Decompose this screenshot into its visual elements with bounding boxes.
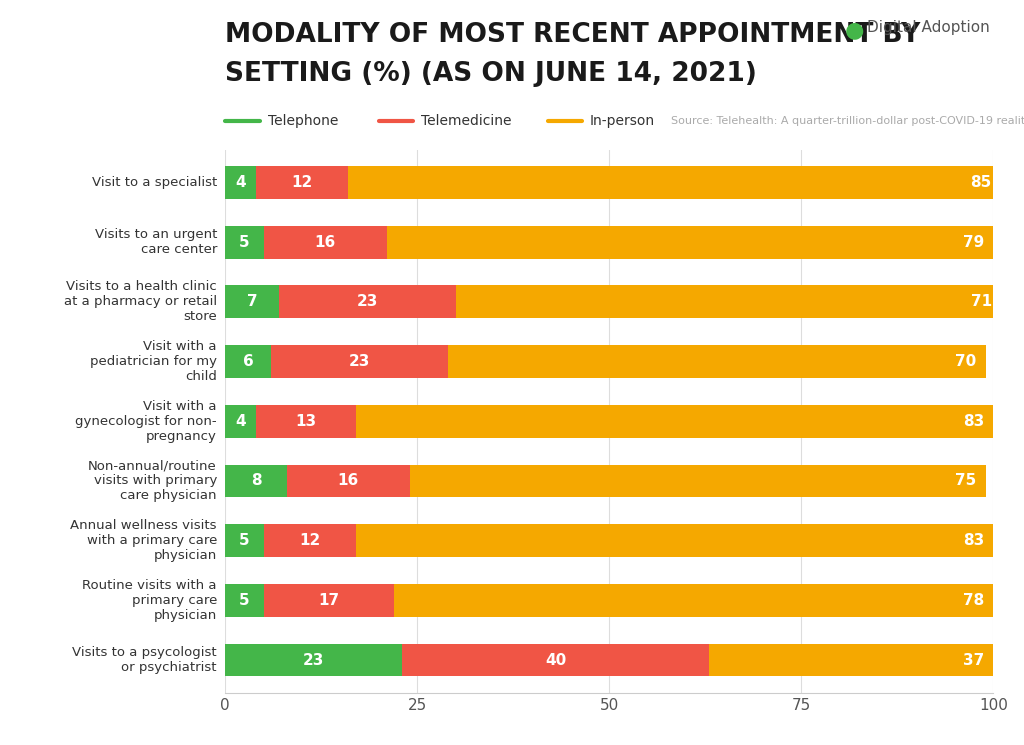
- Text: 12: 12: [299, 533, 321, 548]
- Bar: [225, 465, 287, 498]
- Text: 78: 78: [963, 593, 984, 608]
- Bar: [264, 226, 387, 259]
- Text: 12: 12: [292, 175, 312, 190]
- Bar: [225, 226, 264, 259]
- Bar: [387, 226, 993, 259]
- Text: 7: 7: [247, 294, 257, 309]
- Text: 8: 8: [251, 474, 261, 489]
- Text: ●: ●: [845, 20, 864, 40]
- Bar: [401, 644, 709, 676]
- Text: Source: Telehealth: A quarter-trillion-dollar post-COVID-19 reality?, McKinsy: Source: Telehealth: A quarter-trillion-d…: [671, 116, 1024, 127]
- Text: 16: 16: [338, 474, 358, 489]
- Text: SETTING (%) (AS ON JUNE 14, 2021): SETTING (%) (AS ON JUNE 14, 2021): [225, 61, 757, 87]
- Bar: [225, 644, 401, 676]
- Text: 71: 71: [971, 294, 991, 309]
- Text: 16: 16: [314, 235, 336, 250]
- Text: 70: 70: [955, 354, 976, 369]
- Text: 23: 23: [303, 653, 325, 668]
- Bar: [264, 584, 394, 617]
- Bar: [225, 285, 279, 318]
- Text: 37: 37: [963, 653, 984, 668]
- Bar: [271, 345, 449, 378]
- Bar: [225, 166, 256, 199]
- Bar: [456, 285, 1000, 318]
- Text: 40: 40: [545, 653, 566, 668]
- Bar: [287, 465, 410, 498]
- Text: 85: 85: [971, 175, 991, 190]
- Text: 5: 5: [240, 235, 250, 250]
- Text: 5: 5: [240, 593, 250, 608]
- Bar: [410, 465, 985, 498]
- Text: 75: 75: [955, 474, 976, 489]
- Bar: [225, 345, 271, 378]
- Text: Telephone: Telephone: [267, 114, 338, 128]
- Text: 23: 23: [356, 294, 378, 309]
- Bar: [225, 584, 264, 617]
- Text: 4: 4: [236, 175, 246, 190]
- Bar: [256, 166, 348, 199]
- Text: 23: 23: [349, 354, 371, 369]
- Bar: [279, 285, 456, 318]
- Text: 83: 83: [963, 533, 984, 548]
- Bar: [225, 405, 256, 437]
- Text: 13: 13: [295, 413, 316, 429]
- Text: Digital Adoption: Digital Adoption: [866, 20, 989, 35]
- Text: Telemedicine: Telemedicine: [421, 114, 512, 128]
- Bar: [348, 166, 1000, 199]
- Text: 4: 4: [236, 413, 246, 429]
- Text: In-person: In-person: [590, 114, 655, 128]
- Text: 79: 79: [963, 235, 984, 250]
- Bar: [225, 524, 264, 557]
- Bar: [449, 345, 985, 378]
- Text: 6: 6: [243, 354, 254, 369]
- Text: MODALITY OF MOST RECENT APPOINTMENT BY: MODALITY OF MOST RECENT APPOINTMENT BY: [225, 22, 921, 48]
- Bar: [256, 405, 356, 437]
- Text: 17: 17: [318, 593, 340, 608]
- Bar: [356, 524, 993, 557]
- Bar: [356, 405, 993, 437]
- Text: 83: 83: [963, 413, 984, 429]
- Bar: [264, 524, 356, 557]
- Text: 5: 5: [240, 533, 250, 548]
- Bar: [709, 644, 993, 676]
- Bar: [394, 584, 993, 617]
